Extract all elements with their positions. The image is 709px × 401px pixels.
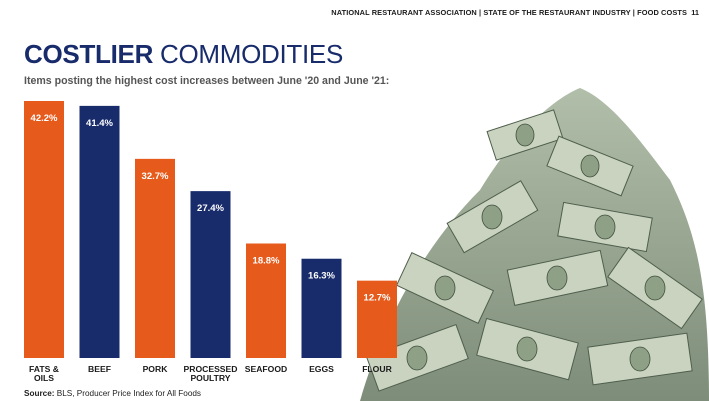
value-label-2: 32.7% <box>142 171 169 182</box>
category-label-0-0: FATS & <box>29 364 59 374</box>
bar-1 <box>79 105 120 358</box>
value-label-1: 41.4% <box>86 118 113 129</box>
value-label-4: 18.8% <box>253 256 280 267</box>
source-note: Source: BLS, Producer Price Index for Al… <box>24 389 201 398</box>
category-label-3-0: PROCESSED <box>184 364 238 374</box>
bar-6 <box>357 280 397 358</box>
category-label-3-1: POULTRY <box>190 373 230 383</box>
value-label-5: 16.3% <box>308 271 335 282</box>
source-text: BLS, Producer Price Index for All Foods <box>54 389 202 398</box>
page-number: 11 <box>691 8 699 17</box>
title-bold: COSTLIER <box>24 39 154 69</box>
bar-2 <box>135 158 175 358</box>
bar-4 <box>246 243 286 358</box>
value-label-6: 12.7% <box>364 293 391 304</box>
bar-5 <box>301 258 342 358</box>
bar-3 <box>190 191 231 358</box>
category-label-4-0: SEAFOOD <box>245 364 288 374</box>
category-label-1-0: BEEF <box>88 364 111 374</box>
category-label-6-0: FLOUR <box>362 364 392 374</box>
title-rest: COMMODITIES <box>153 39 344 69</box>
money-pile-icon <box>360 88 709 401</box>
value-label-0: 42.2% <box>31 113 58 124</box>
chart-subtitle: Items posting the highest cost increases… <box>24 75 390 87</box>
category-label-0-1: OILS <box>34 373 54 383</box>
running-header: NATIONAL RESTAURANT ASSOCIATION | STATE … <box>331 8 687 17</box>
chart-title: COSTLIER COMMODITIES <box>24 41 343 67</box>
category-label-2-0: PORK <box>143 364 169 374</box>
bar-0 <box>24 101 64 358</box>
source-label: Source: <box>24 389 55 398</box>
value-label-3: 27.4% <box>197 203 224 214</box>
category-label-5-0: EGGS <box>309 364 334 374</box>
